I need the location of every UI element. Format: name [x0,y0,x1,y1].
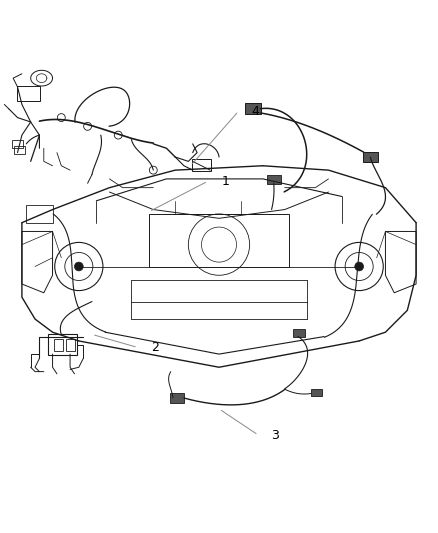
Text: 1: 1 [221,175,229,188]
FancyBboxPatch shape [311,389,322,396]
FancyBboxPatch shape [267,175,281,184]
Text: 2: 2 [151,341,159,354]
Text: 4: 4 [252,104,260,117]
Circle shape [84,123,92,130]
Circle shape [57,114,65,122]
Circle shape [149,166,157,174]
FancyBboxPatch shape [293,329,305,337]
Text: 3: 3 [272,429,279,442]
Circle shape [74,262,83,271]
FancyBboxPatch shape [245,103,261,114]
FancyBboxPatch shape [363,152,378,162]
Circle shape [114,131,122,139]
FancyBboxPatch shape [170,393,184,403]
Circle shape [355,262,364,271]
